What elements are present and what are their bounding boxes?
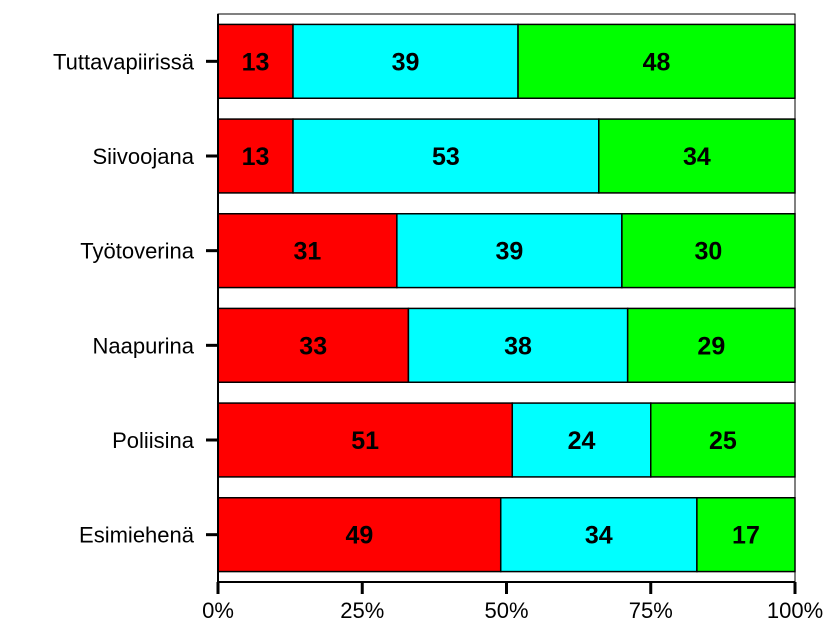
data-label-2-2: 53 <box>432 143 460 171</box>
data-label-4-2: 38 <box>504 332 532 360</box>
category-label-4: Naapurina <box>92 333 194 358</box>
bar-segment-4-1 <box>217 307 410 384</box>
data-label-5-2: 24 <box>568 427 596 455</box>
bar-segment-5-2 <box>511 402 652 478</box>
data-label-5-3: 25 <box>709 427 737 455</box>
value-tick-label-4: 75% <box>629 598 673 623</box>
category-axis: Tuttavapiirissä Siivoojana Työtoverina Naap… <box>53 14 219 582</box>
bar-segment-1-3 <box>517 23 796 100</box>
bar-segment-1-2 <box>292 23 519 100</box>
category-label-2: Siivoojana <box>92 144 194 169</box>
value-tick-label-3: 50% <box>484 598 528 623</box>
bar-segment-5-1 <box>217 402 514 478</box>
data-label-6-1: 49 <box>345 522 373 550</box>
data-label-3-1: 31 <box>294 238 322 266</box>
data-label-3-3: 30 <box>695 238 723 266</box>
bar-segment-2-2 <box>292 118 600 194</box>
data-label-1-3: 48 <box>643 48 671 76</box>
data-labels-layer: 13 39 48 13 53 34 31 39 30 33 38 29 51 24 25 49 34 17 <box>242 48 760 549</box>
data-label-6-3: 17 <box>732 522 760 550</box>
bar-segment-3-2 <box>396 212 623 289</box>
value-tick-label-2: 25% <box>340 598 384 623</box>
bar-segment-6-2 <box>499 496 698 573</box>
data-label-2-1: 13 <box>242 143 270 171</box>
data-label-4-3: 29 <box>697 332 725 360</box>
data-label-1-2: 39 <box>392 48 420 76</box>
category-label-1: Tuttavapiirissä <box>53 49 195 74</box>
category-label-5: Poliisina <box>112 428 195 453</box>
data-label-3-2: 39 <box>495 238 523 266</box>
bar-segment-3-1 <box>217 212 398 289</box>
bars-layer <box>217 23 796 573</box>
plot-frame <box>217 13 796 583</box>
value-axis: 0% 25% 50% 75% 100% <box>202 581 823 623</box>
bar-segment-1-1 <box>217 23 294 100</box>
bar-segment-3-3 <box>621 212 796 289</box>
value-tick-label-1: 0% <box>202 598 234 623</box>
bar-segment-5-3 <box>650 402 796 478</box>
data-label-6-2: 34 <box>585 522 613 550</box>
data-label-2-3: 34 <box>683 143 711 171</box>
bar-segment-4-3 <box>626 307 796 384</box>
value-tick-label-5: 100% <box>767 598 823 623</box>
category-label-6: Esimiehenä <box>79 523 195 548</box>
bar-segment-6-3 <box>696 496 796 573</box>
data-label-4-1: 33 <box>299 332 327 360</box>
data-label-1-1: 13 <box>242 48 270 76</box>
bar-segment-2-3 <box>598 118 796 194</box>
data-label-5-1: 51 <box>351 427 379 455</box>
category-label-3: Työtoverina <box>80 239 194 264</box>
